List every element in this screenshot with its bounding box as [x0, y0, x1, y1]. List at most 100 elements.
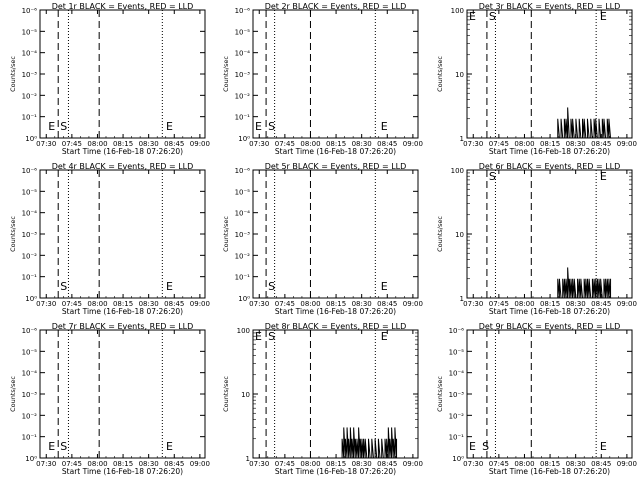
x-axis-label: Start Time (16-Feb-18 07:26:20) — [489, 147, 610, 156]
plot-frame — [39, 9, 206, 139]
x-tick-label: 07:45 — [275, 460, 295, 468]
x-tick-label: 08:30 — [139, 140, 159, 148]
x-tick-label: 08:45 — [377, 140, 397, 148]
x-tick-label: 08:15 — [326, 460, 346, 468]
y-tick-label: 10 — [455, 71, 464, 79]
x-tick-label: 08:15 — [326, 300, 346, 308]
x-tick-label: 09:00 — [403, 300, 423, 308]
x-tick-label: 08:45 — [377, 300, 397, 308]
x-tick-label: 07:30 — [463, 460, 483, 468]
y-tick-label: 10⁻³ — [449, 391, 465, 399]
x-tick-label: 07:30 — [249, 300, 269, 308]
marker-label-s: S — [268, 280, 275, 293]
y-axis-label: Counts/sec — [9, 376, 17, 412]
y-tick-label: 10⁻⁵ — [235, 188, 251, 196]
x-tick-label: 08:00 — [514, 460, 534, 468]
x-tick-label: 08:30 — [566, 460, 586, 468]
x-tick-label: 08:30 — [566, 140, 586, 148]
x-tick-label: 08:30 — [566, 300, 586, 308]
marker-label-s: S — [489, 10, 496, 23]
y-tick-label: 10⁻⁴ — [449, 370, 465, 378]
y-tick-label: 10⁻³ — [22, 231, 38, 239]
event-series-line — [340, 427, 398, 459]
x-tick-label: 09:00 — [617, 140, 637, 148]
marker-label-e: E — [600, 10, 607, 23]
x-tick-label: 08:45 — [591, 140, 611, 148]
marker-label-e: E — [381, 330, 388, 343]
x-tick-label: 07:30 — [36, 460, 56, 468]
chart-panel-8: Det 8r BLACK = Events, RED = LLD Counts/s… — [222, 322, 423, 476]
marker-label-e: E — [255, 120, 262, 133]
x-tick-label: 09:00 — [403, 140, 423, 148]
plot-frame — [39, 169, 206, 299]
x-axis-label: Start Time (16-Feb-18 07:26:20) — [275, 147, 396, 156]
x-tick-label: 08:30 — [352, 300, 372, 308]
y-tick-label: 10 — [455, 231, 464, 239]
x-tick-label: 07:30 — [249, 460, 269, 468]
x-tick-label: 09:00 — [617, 300, 637, 308]
chart-panel-5: Det 5r BLACK = Events, RED = LLD Counts/s… — [222, 162, 423, 316]
plot-frame — [466, 329, 633, 459]
x-tick-label: 09:00 — [190, 300, 210, 308]
x-tick-label: 08:15 — [113, 460, 133, 468]
chart-title: Det 9r BLACK = Events, RED = LLD — [479, 322, 621, 331]
x-tick-label: 08:30 — [139, 460, 159, 468]
y-tick-label: 10⁻³ — [235, 231, 251, 239]
y-tick-label: 10⁻⁶ — [235, 167, 251, 175]
marker-label-e: E — [255, 330, 262, 343]
x-tick-label: 08:45 — [591, 300, 611, 308]
y-tick-label: 10⁻¹ — [22, 114, 38, 122]
marker-label-e: E — [600, 170, 607, 183]
y-tick-label: 10⁻¹ — [22, 274, 38, 282]
x-tick-label: 08:15 — [113, 140, 133, 148]
x-tick-label: 07:45 — [489, 460, 509, 468]
chart-title: Det 5r BLACK = Events, RED = LLD — [265, 162, 407, 171]
chart-title: Det 1r BLACK = Events, RED = LLD — [52, 2, 194, 11]
y-tick-label: 10⁻⁶ — [22, 327, 38, 335]
y-tick-label: 10⁻² — [449, 412, 465, 420]
x-tick-label: 08:15 — [540, 140, 560, 148]
y-tick-label: 10⁻² — [22, 412, 38, 420]
x-tick-label: 09:00 — [190, 140, 210, 148]
marker-label-e: E — [166, 120, 173, 133]
y-tick-label: 10⁻⁵ — [235, 28, 251, 36]
chart-title: Det 8r BLACK = Events, RED = LLD — [265, 322, 407, 331]
y-tick-label: 100 — [451, 167, 464, 175]
x-tick-label: 09:00 — [403, 460, 423, 468]
chart-title: Det 4r BLACK = Events, RED = LLD — [52, 162, 194, 171]
marker-label-s: S — [268, 120, 275, 133]
x-tick-label: 08:45 — [164, 300, 184, 308]
y-tick-label: 10⁻⁴ — [22, 50, 38, 58]
y-tick-label: 10⁻¹ — [235, 274, 251, 282]
marker-label-e: E — [469, 10, 476, 23]
marker-label-e: E — [381, 280, 388, 293]
x-tick-label: 07:30 — [36, 300, 56, 308]
y-tick-label: 10⁻² — [22, 92, 38, 100]
y-tick-label: 10⁻² — [22, 252, 38, 260]
chart-panel-1: Det 1r BLACK = Events, RED = LLD Counts/s… — [9, 2, 210, 156]
marker-label-s: S — [60, 280, 67, 293]
y-tick-label: 10⁻³ — [22, 391, 38, 399]
x-tick-label: 07:30 — [249, 140, 269, 148]
x-tick-label: 08:00 — [87, 140, 107, 148]
plot-frame — [252, 169, 419, 299]
x-tick-label: 08:00 — [300, 140, 320, 148]
y-axis-label: Counts/sec — [9, 56, 17, 92]
x-tick-label: 08:00 — [514, 140, 534, 148]
chart-panel-4: Det 4r BLACK = Events, RED = LLD Counts/s… — [9, 162, 210, 316]
y-tick-label: 10⁻³ — [22, 71, 38, 79]
x-tick-label: 08:15 — [540, 300, 560, 308]
y-tick-label: 10⁻⁵ — [22, 348, 38, 356]
marker-label-s: S — [482, 440, 489, 453]
marker-label-e: E — [381, 120, 388, 133]
y-tick-label: 10⁻⁶ — [22, 7, 38, 15]
x-tick-label: 07:45 — [275, 140, 295, 148]
x-tick-label: 07:45 — [489, 300, 509, 308]
y-tick-label: 10⁻³ — [235, 71, 251, 79]
y-tick-label: 10⁻⁵ — [22, 28, 38, 36]
x-tick-label: 07:30 — [36, 140, 56, 148]
y-tick-label: 10⁻¹ — [449, 434, 465, 442]
x-axis-label: Start Time (16-Feb-18 07:26:20) — [62, 307, 183, 316]
x-axis-label: Start Time (16-Feb-18 07:26:20) — [489, 307, 610, 316]
